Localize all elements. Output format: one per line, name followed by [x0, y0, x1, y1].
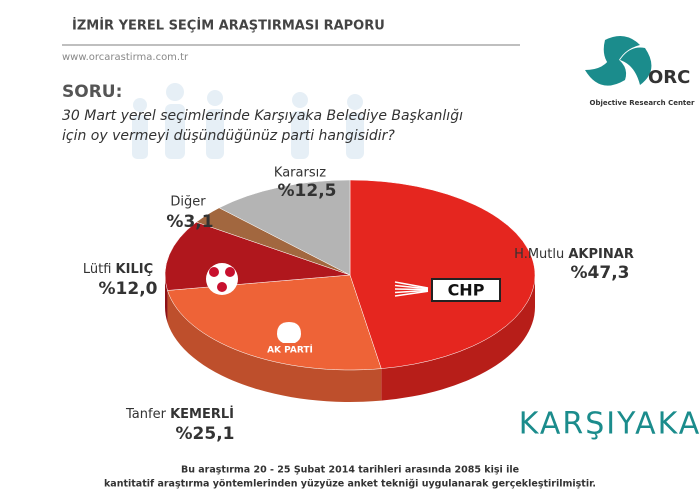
chp-logo: [431, 278, 501, 302]
chp-stripe: [394, 281, 429, 289]
chp-stripe: [394, 289, 429, 294]
slice: [167, 274, 382, 371]
value-label: %47,3: [571, 263, 630, 283]
logo: ORC Objective Research Center: [585, 36, 695, 107]
slice-side: [165, 275, 168, 323]
slice-name: Lütfi KILIÇ: [83, 262, 153, 277]
slice-side: [381, 275, 535, 401]
value-label: %3,1: [166, 212, 213, 232]
first-name: Tanfer: [125, 407, 170, 422]
background-figures: [132, 83, 364, 159]
akp-label: AK PARTİ: [267, 345, 313, 356]
mhp-crescent: [225, 267, 235, 277]
slice-name: Diğer: [170, 195, 206, 210]
slice-name: Kararsız: [274, 166, 326, 181]
question-label: SORU:: [62, 82, 122, 102]
first-name: Lütfi: [83, 262, 116, 277]
logo-subtitle: Objective Research Center: [590, 99, 696, 107]
value-label: %12,0: [99, 279, 158, 299]
chp-stripe: [394, 284, 429, 290]
last-name: AKPINAR: [568, 247, 633, 262]
last-name: KEMERLİ: [170, 406, 234, 422]
chp-stripe: [394, 290, 429, 297]
slice-name: Tanfer KEMERLİ: [125, 406, 234, 422]
chp-stripe: [394, 288, 429, 291]
slice: [349, 179, 536, 369]
pie: CHP AK PARTİ H.Mutlu AKPINAR%47,3 Tanfer KE…: [83, 166, 634, 445]
first-name: H.Mutlu: [514, 247, 568, 262]
logo-name: ORC: [648, 67, 690, 88]
question-line: 30 Mart yerel seçimlerinde Karşıyaka Bel…: [62, 108, 463, 124]
question-line: için oy vermeyi düşündüğünüz parti hangi…: [62, 128, 395, 144]
footer-line: Bu araştırma 20 - 25 Şubat 2014 tarihler…: [181, 465, 519, 476]
mhp-crescent: [217, 282, 227, 292]
akp-bulb: [277, 322, 301, 343]
footer-line: kantitatif araştırma yöntemlerinden yüzy…: [104, 479, 596, 490]
district: KARŞIYAKA: [519, 407, 700, 442]
slice: [218, 179, 351, 276]
slice-name: H.Mutlu AKPINAR: [514, 247, 634, 262]
mhp-crescent: [209, 267, 219, 277]
value-label: %12,5: [278, 181, 337, 201]
value-label: %25,1: [176, 424, 235, 444]
header-title: İZMİR YEREL SEÇİM ARAŞTIRMASI RAPORU: [72, 18, 385, 34]
last-name: KILIÇ: [116, 262, 154, 277]
slice-side: [167, 290, 382, 402]
header-url: www.orcarastirma.com.tr: [62, 52, 189, 63]
chp-label: CHP: [448, 281, 485, 300]
